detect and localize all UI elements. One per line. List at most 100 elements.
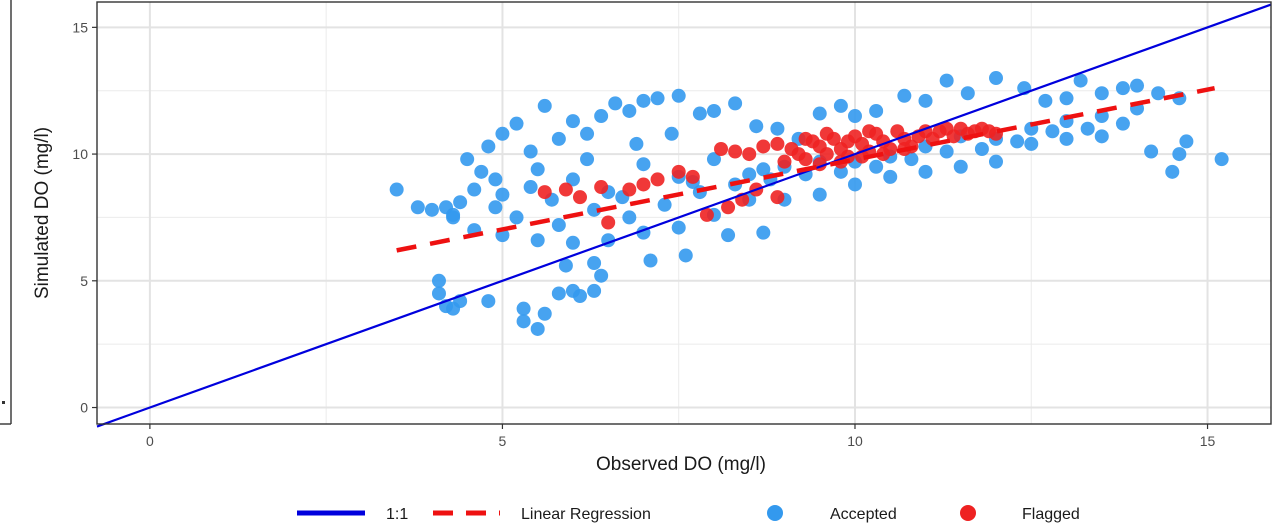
accepted-point: [664, 126, 679, 141]
flagged-point: [756, 139, 771, 154]
accepted-point: [467, 182, 482, 197]
accepted-point: [1165, 164, 1180, 179]
accepted-point: [587, 283, 602, 298]
accepted-point: [728, 96, 743, 111]
accepted-point: [622, 210, 637, 225]
accepted-point: [974, 142, 989, 157]
accepted-point: [770, 121, 785, 136]
flagged-point: [685, 169, 700, 184]
flagged-point: [742, 147, 757, 162]
accepted-point: [1073, 73, 1088, 88]
flagged-point: [819, 126, 834, 141]
flagged-point: [537, 185, 552, 200]
accepted-point: [989, 71, 1004, 86]
accepted-point: [636, 157, 651, 172]
accepted-point: [424, 202, 439, 217]
legend-key-flagged: [960, 505, 976, 521]
flagged-point: [777, 154, 792, 169]
accepted-point: [939, 73, 954, 88]
accepted-point: [587, 202, 602, 217]
accepted-point: [537, 306, 552, 321]
y-tick-label: 5: [80, 273, 88, 289]
accepted-point: [1214, 152, 1229, 167]
accepted-point: [488, 200, 503, 215]
accepted-point: [594, 109, 609, 124]
accepted-point: [509, 116, 524, 131]
accepted-point: [643, 253, 658, 268]
accepted-point: [1094, 86, 1109, 101]
accepted-point: [580, 126, 595, 141]
accepted-point: [1144, 144, 1159, 159]
y-tick-label: 0: [80, 400, 88, 416]
legend-label-1to1: 1:1: [386, 506, 408, 523]
accepted-point: [587, 256, 602, 271]
accepted-point: [883, 169, 898, 184]
x-axis-title: Observed DO (mg/l): [596, 454, 766, 475]
accepted-point: [1059, 131, 1074, 146]
accepted-point: [431, 286, 446, 301]
panel-border: [96, 1, 1272, 425]
grid-lines: [97, 2, 1271, 424]
accepted-point: [1080, 121, 1095, 136]
accepted-point: [481, 139, 496, 154]
flagged-point: [862, 124, 877, 139]
accepted-point: [551, 286, 566, 301]
legend-label-flagged: Flagged: [1022, 506, 1080, 523]
accepted-point: [509, 210, 524, 225]
accepted-point: [636, 93, 651, 108]
accepted-point: [410, 200, 425, 215]
flagged-point: [798, 131, 813, 146]
accepted-point: [742, 167, 757, 182]
accepted-point: [495, 187, 510, 202]
accepted-point: [1059, 91, 1074, 106]
accepted-point: [565, 172, 580, 187]
accepted-point: [650, 91, 665, 106]
accepted-point: [530, 321, 545, 336]
accepted-point: [918, 164, 933, 179]
accepted-point: [1172, 147, 1187, 162]
accepted-point: [918, 93, 933, 108]
legend-label-linear-regression: Linear Regression: [521, 506, 651, 523]
accepted-point: [516, 301, 531, 316]
linear-regression-line: [396, 85, 1216, 253]
accepted-point: [904, 152, 919, 167]
adjacent-panel-mark: [2, 401, 5, 404]
accepted-point: [537, 98, 552, 113]
y-tick-label: 15: [72, 19, 88, 35]
flagged-point: [650, 172, 665, 187]
accepted-point: [869, 103, 884, 118]
x-tick-label: 15: [1200, 433, 1216, 449]
legend-label-accepted: Accepted: [830, 506, 897, 523]
accepted-point: [516, 314, 531, 329]
panel-background: [97, 2, 1271, 424]
accepted-point: [706, 103, 721, 118]
accepted-point: [1094, 129, 1109, 144]
accepted-point: [756, 162, 771, 177]
flagged-point: [721, 200, 736, 215]
y-axis-title: Simulated DO (mg/l): [32, 127, 53, 299]
accepted-point: [756, 225, 771, 240]
accepted-point: [565, 235, 580, 250]
accepted-point: [678, 248, 693, 263]
accepted-point: [488, 172, 503, 187]
accepted-point: [960, 86, 975, 101]
accepted-point: [523, 144, 538, 159]
accepted-point: [622, 103, 637, 118]
flagged-point: [840, 134, 855, 149]
flagged-point: [594, 180, 609, 195]
accepted-point: [847, 109, 862, 124]
accepted-point: [812, 187, 827, 202]
legend-key-accepted: [767, 505, 783, 521]
accepted-point: [1045, 124, 1060, 139]
accepted-point: [671, 88, 686, 103]
accepted-point: [847, 177, 862, 192]
accepted-point: [431, 273, 446, 288]
adjacent-panel-edge: [0, 0, 12, 425]
flagged-point: [699, 207, 714, 222]
accepted-point: [495, 126, 510, 141]
y-tick-label: 10: [72, 146, 88, 162]
accepted-point: [706, 152, 721, 167]
accepted-point: [749, 119, 764, 134]
accepted-point: [833, 164, 848, 179]
